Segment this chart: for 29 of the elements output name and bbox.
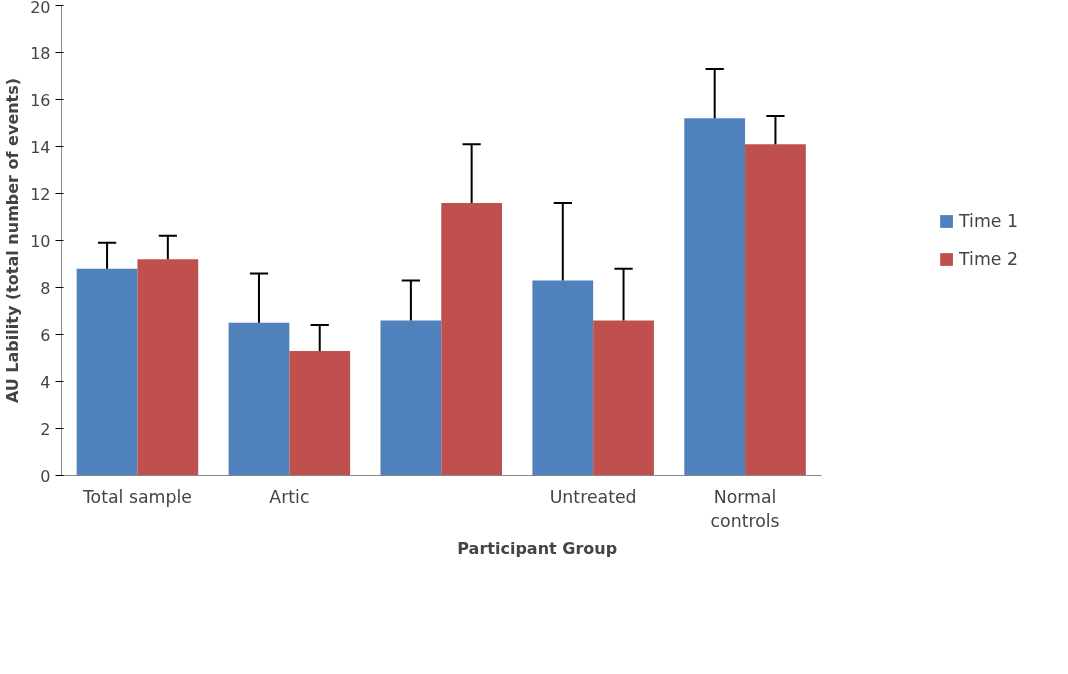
y-tick-label: 4 [40,372,51,392]
x-tick-label: Total sample [81,486,192,507]
y-tick-label: 6 [40,325,51,345]
x-tick-label: Untreated [549,486,637,507]
legend-label: Time 1 [959,211,1018,231]
y-tick-label: 2 [40,419,51,439]
x-tick-label: Normal controls [710,486,780,531]
x-tick-label: Artic [269,486,310,507]
legend-label: Time 2 [959,249,1018,269]
x-axis-title: Participant Group [457,538,618,558]
y-tick-label: 18 [30,43,51,63]
bar [532,280,594,476]
bar [289,350,351,476]
bar [76,268,138,476]
bar [380,320,442,476]
y-tick-label: 20 [30,0,51,17]
y-tick-label: 0 [40,466,51,486]
y-tick-label: 14 [30,137,51,157]
bar [684,118,746,476]
y-axis-title: AU Lability (total number of events) [3,77,23,404]
y-tick-label: 16 [30,90,51,110]
y-tick-label: 8 [40,278,51,298]
y-tick-label: 10 [30,231,51,251]
bar [441,202,503,476]
bar [228,322,290,476]
y-tick-label: 12 [30,184,51,204]
bar [593,320,654,476]
bar [137,259,199,476]
bar [745,144,806,476]
